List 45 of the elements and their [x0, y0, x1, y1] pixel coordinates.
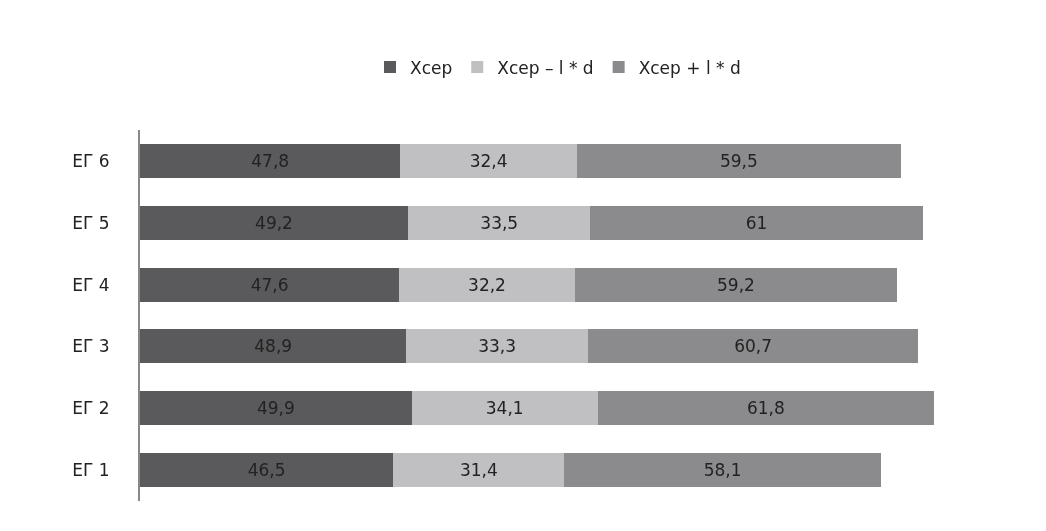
- bar: [140, 391, 412, 426]
- bar: [399, 267, 575, 302]
- legend-label: Хсер – l * d: [497, 57, 594, 78]
- y-tick-label: ЕГ 4: [72, 274, 110, 295]
- data-label: 49,9: [256, 398, 295, 419]
- bar: [408, 205, 591, 240]
- bar: [393, 453, 565, 488]
- y-tick-label: ЕГ 2: [72, 398, 110, 419]
- bar: [140, 205, 408, 240]
- bar: [576, 143, 901, 178]
- bar: [140, 267, 400, 302]
- bar: [564, 453, 881, 488]
- data-label: 61: [745, 212, 768, 233]
- data-label: 32,4: [469, 150, 508, 171]
- y-tick-label: ЕГ 5: [72, 212, 110, 233]
- data-label: 59,5: [719, 150, 758, 171]
- data-label: 47,6: [250, 274, 289, 295]
- data-label: 60,7: [734, 336, 773, 357]
- bar: [590, 205, 923, 240]
- bar: [140, 143, 401, 178]
- bar: [411, 391, 598, 426]
- data-label: 58,1: [703, 460, 742, 481]
- data-label: 61,8: [746, 398, 785, 419]
- data-label: 33,3: [478, 336, 516, 357]
- data-label: 33,5: [480, 212, 519, 233]
- bar: [140, 453, 394, 488]
- data-label: 49,2: [255, 212, 293, 233]
- bar: [406, 329, 588, 364]
- data-label: 32,2: [468, 274, 506, 295]
- y-tick-label: ЕГ 3: [72, 336, 110, 357]
- bar: [574, 267, 898, 302]
- data-label: 31,4: [459, 460, 498, 481]
- data-label: 34,1: [485, 398, 524, 419]
- data-label: 48,9: [254, 336, 293, 357]
- bar: [400, 143, 577, 178]
- bar: [597, 391, 935, 426]
- y-tick-label: ЕГ 1: [72, 460, 110, 481]
- legend-label: Хсер + l * d: [638, 57, 741, 78]
- legend-label: Хсер: [410, 57, 453, 78]
- data-label: 46,5: [247, 460, 286, 481]
- data-label: 59,2: [717, 274, 755, 295]
- bar: [587, 329, 919, 364]
- y-tick-label: ЕГ 6: [72, 150, 110, 171]
- bar: [140, 329, 407, 364]
- data-label: 47,8: [251, 150, 290, 171]
